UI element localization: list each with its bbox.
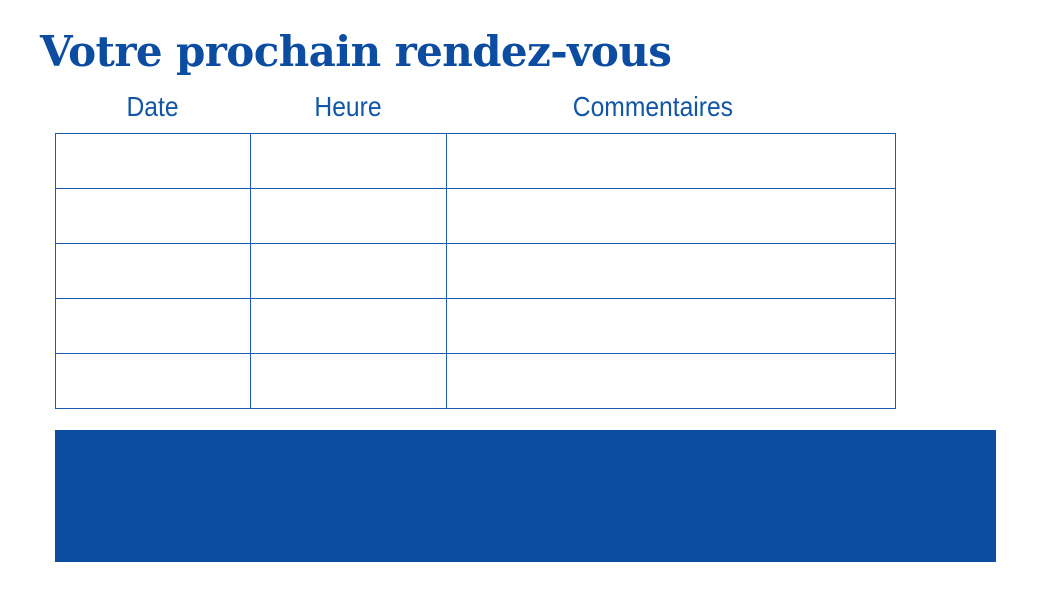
- cell-date[interactable]: [55, 133, 251, 189]
- cell-commentaires[interactable]: [446, 133, 896, 189]
- cell-heure[interactable]: [250, 243, 447, 299]
- blue-footer-block: [55, 430, 996, 562]
- cell-heure[interactable]: [250, 133, 447, 189]
- table-row: [55, 133, 896, 189]
- cell-commentaires[interactable]: [446, 353, 896, 409]
- table-row: [55, 243, 896, 299]
- cell-heure[interactable]: [250, 353, 447, 409]
- appointments-table-body: [55, 133, 896, 409]
- appointments-table: [55, 133, 896, 409]
- table-row: [55, 188, 896, 244]
- cell-heure[interactable]: [250, 188, 447, 244]
- cell-date[interactable]: [55, 353, 251, 409]
- cell-commentaires[interactable]: [446, 188, 896, 244]
- column-header-date: Date: [126, 91, 179, 122]
- cell-date[interactable]: [55, 243, 251, 299]
- column-header-heure: Heure: [314, 91, 382, 122]
- cell-date[interactable]: [55, 188, 251, 244]
- column-header-commentaires: Commentaires: [572, 91, 734, 122]
- cell-commentaires[interactable]: [446, 243, 896, 299]
- table-column-headers: Date Heure Commentaires: [55, 86, 895, 128]
- page-title: Votre prochain rendez-vous: [40, 27, 672, 76]
- cell-heure[interactable]: [250, 298, 447, 354]
- cell-commentaires[interactable]: [446, 298, 896, 354]
- table-row: [55, 298, 896, 354]
- cell-date[interactable]: [55, 298, 251, 354]
- table-row: [55, 353, 896, 409]
